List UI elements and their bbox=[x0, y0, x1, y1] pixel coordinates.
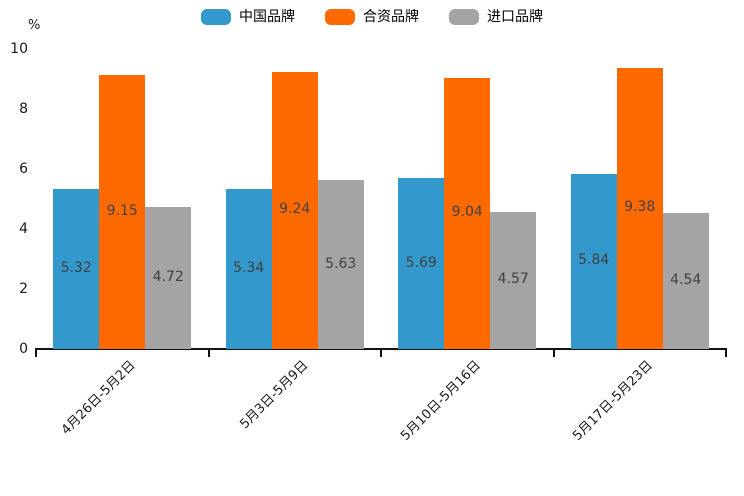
bar-series-0-group-3: 5.84 bbox=[570, 173, 617, 349]
plot-area: 0 2 4 6 8 10 5.32 9.15 4.72 4月26日-5月2日 5.34 9.24 5.6… bbox=[10, 42, 727, 444]
bar-series-0-group-0: 5.32 bbox=[53, 189, 100, 349]
bar-value-label: 9.38 bbox=[624, 199, 656, 216]
y-tick-label: 6 bbox=[19, 161, 28, 177]
x-axis-label: 5月3日-5月9日 bbox=[237, 358, 312, 433]
x-tick bbox=[380, 350, 382, 357]
legend-item-import-brand[interactable]: 进口品牌 bbox=[449, 8, 543, 26]
bar-series-1-group-0: 9.15 bbox=[99, 74, 146, 349]
y-tick-label: 10 bbox=[10, 41, 28, 57]
legend-item-joint-venture-brand[interactable]: 合资品牌 bbox=[325, 8, 419, 26]
bar-series-2-group-1: 5.63 bbox=[317, 180, 364, 349]
bar-series-2-group-0: 4.72 bbox=[145, 207, 192, 349]
x-axis-line bbox=[35, 348, 727, 350]
bar-value-label: 5.63 bbox=[325, 255, 357, 272]
legend-swatch-icon bbox=[449, 9, 479, 25]
y-axis-unit-label: % bbox=[28, 18, 41, 33]
legend-item-china-brand[interactable]: 中国品牌 bbox=[201, 8, 295, 26]
y-tick-label: 4 bbox=[19, 221, 28, 237]
bar-value-label: 9.04 bbox=[451, 204, 483, 221]
x-tick bbox=[552, 350, 555, 357]
x-tick bbox=[725, 350, 727, 357]
legend: 中国品牌 合资品牌 进口品牌 bbox=[0, 8, 744, 26]
legend-swatch-icon bbox=[325, 9, 355, 25]
bar-series-0-group-1: 5.34 bbox=[225, 188, 272, 349]
bar-value-label: 4.54 bbox=[670, 271, 702, 288]
x-axis-label: 4月26日-5月2日 bbox=[58, 358, 139, 438]
bar-series-2-group-3: 4.54 bbox=[662, 212, 709, 349]
legend-item-label: 进口品牌 bbox=[487, 9, 543, 25]
bar-series-0-group-2: 5.69 bbox=[398, 178, 445, 349]
bar-value-label: 5.32 bbox=[60, 260, 92, 277]
bar-value-label: 4.72 bbox=[152, 269, 184, 286]
y-tick-label: 8 bbox=[19, 101, 28, 117]
x-tick bbox=[207, 350, 210, 357]
bar-value-label: 9.15 bbox=[106, 202, 138, 219]
x-axis-label: 5月10日-5月16日 bbox=[398, 358, 484, 444]
bar-series-1-group-3: 9.38 bbox=[616, 67, 663, 349]
x-tick bbox=[35, 350, 37, 357]
y-tick-label: 2 bbox=[19, 281, 28, 297]
legend-item-label: 合资品牌 bbox=[363, 9, 419, 25]
y-tick-label: 0 bbox=[19, 341, 28, 357]
x-axis-label: 5月17日-5月23日 bbox=[570, 358, 657, 444]
bar-value-label: 4.57 bbox=[497, 271, 529, 288]
bar-value-label: 5.84 bbox=[578, 252, 610, 269]
bar-series-1-group-2: 9.04 bbox=[444, 77, 491, 349]
bar-value-label: 9.24 bbox=[279, 201, 311, 218]
bar-value-label: 5.69 bbox=[405, 254, 437, 271]
bar-series-1-group-1: 9.24 bbox=[271, 71, 318, 349]
legend-swatch-icon bbox=[201, 9, 231, 25]
bar-value-label: 5.34 bbox=[233, 259, 265, 276]
bar-series-2-group-2: 4.57 bbox=[490, 211, 537, 349]
legend-item-label: 中国品牌 bbox=[239, 9, 295, 25]
